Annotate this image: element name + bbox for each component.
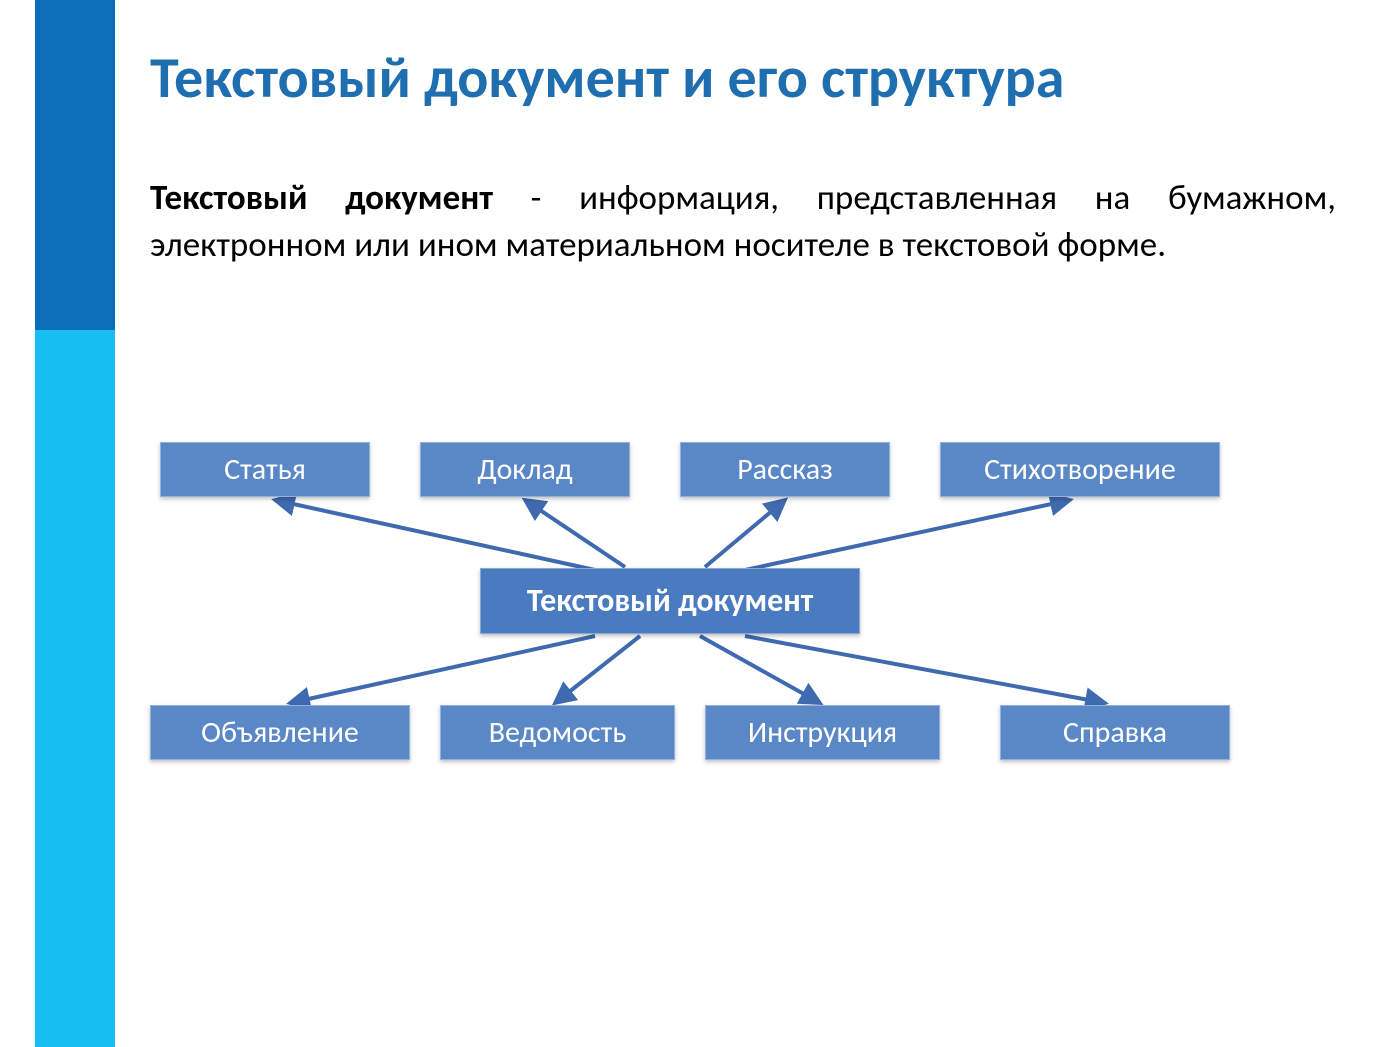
diagram-center-node: Текстовый документ — [480, 568, 860, 634]
definition-term: Текстовый документ — [150, 177, 493, 219]
diagram-leaf-top-1: Статья — [160, 442, 370, 497]
definition-paragraph: Текстовый документ - информация, предста… — [150, 175, 1336, 270]
sidebar-accent-bottom — [35, 330, 115, 1047]
diagram-leaf-bot-3: Инструкция — [705, 705, 940, 760]
diagram-leaf-bot-4: Справка — [1000, 705, 1230, 760]
diagram-leaf-bot-2: Ведомость — [440, 705, 675, 760]
sidebar-accent-top — [35, 0, 115, 330]
diagram-arrows — [0, 0, 1391, 1047]
diagram-leaf-top-3: Рассказ — [680, 442, 890, 497]
page-title: Текстовый документ и его структура — [150, 42, 1064, 113]
diagram-leaf-top-4: Стихотворение — [940, 442, 1220, 497]
diagram-leaf-top-2: Доклад — [420, 442, 630, 497]
diagram-leaf-bot-1: Объявление — [150, 705, 410, 760]
